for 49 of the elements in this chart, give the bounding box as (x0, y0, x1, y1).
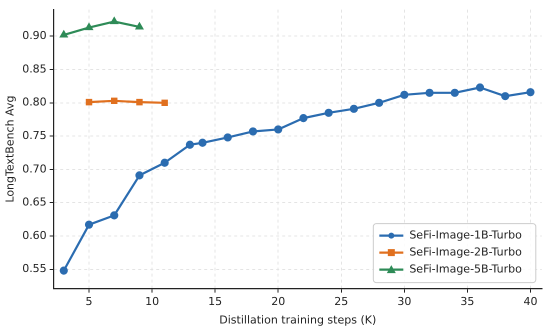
point (110, 17, 118, 24)
point (425, 88, 434, 97)
point (274, 125, 282, 134)
point (161, 100, 168, 106)
point (85, 23, 93, 30)
point (198, 138, 207, 147)
point (111, 98, 118, 104)
y-tick-label: 0.90 (22, 29, 47, 42)
x-tick-label: 25 (334, 295, 348, 308)
point (60, 266, 68, 275)
point (450, 88, 459, 97)
x-axis-title: Distillation training steps (K) (219, 313, 376, 326)
point (136, 22, 144, 30)
point (400, 90, 408, 99)
point (501, 92, 510, 100)
point (375, 98, 384, 107)
point (350, 104, 358, 113)
y-tick-label: 0.85 (22, 62, 47, 76)
point (110, 211, 118, 220)
point (135, 171, 144, 180)
y-axis-title: LongTextBench Avg (3, 96, 16, 203)
y-tick-label: 0.60 (22, 228, 47, 242)
point (476, 83, 484, 92)
point (60, 30, 68, 38)
point (526, 88, 535, 96)
point (186, 140, 194, 149)
point (136, 98, 143, 106)
legend-label: SeFi-Image-2B-Turbo (409, 245, 522, 258)
x-tick-label: 20 (271, 295, 286, 308)
y-tick-label: 0.55 (22, 262, 47, 276)
x-tick-label: 5 (86, 295, 93, 308)
x-tick-label: 15 (208, 295, 222, 308)
point (160, 158, 169, 167)
point (84, 220, 94, 229)
point (224, 133, 232, 142)
legend-label: SeFi-Image-5B-Turbo (409, 262, 522, 276)
x-tick-label: 10 (145, 295, 160, 308)
point (324, 108, 333, 117)
y-tick-label: 0.80 (22, 96, 47, 109)
y-tick-label: 0.70 (22, 162, 47, 176)
x-tick-label: 35 (460, 295, 474, 308)
y-tick-label: 0.65 (22, 196, 47, 209)
point (86, 98, 92, 106)
point (299, 114, 308, 122)
legend-label: SeFi-Image-1B-Turbo (409, 228, 522, 242)
y-tick-label: 0.75 (22, 128, 47, 142)
x-tick-label: 40 (523, 295, 538, 308)
x-tick-label: 30 (397, 295, 412, 308)
point (248, 127, 258, 136)
